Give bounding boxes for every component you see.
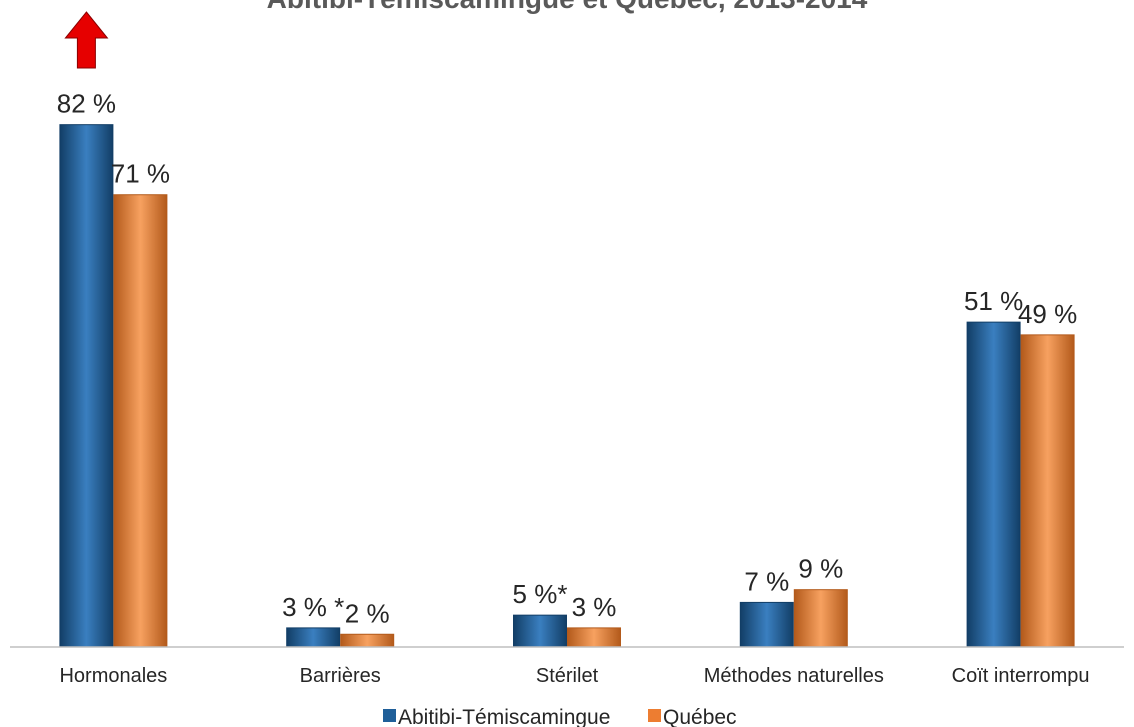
bar-quebec-hormonales	[113, 194, 168, 648]
bar-quebec-coit-interrompu	[1020, 334, 1075, 648]
legend-swatch-quebec	[648, 709, 661, 722]
bar-abitibi-temiscamingue-coit-interrompu	[966, 321, 1021, 648]
data-label-abitibi-temiscamingue-hormonales: 82 %	[57, 89, 116, 119]
data-label-quebec-hormonales: 71 %	[111, 159, 170, 189]
chart-title: Abitibi-Témiscamingue et Québec, 2013-20…	[267, 0, 868, 14]
data-label-quebec-coit-interrompu: 49 %	[1018, 299, 1077, 329]
category-label-hormonales: Hormonales	[59, 665, 167, 687]
category-label-coit-interrompu: Coït interrompu	[952, 665, 1090, 687]
bar-quebec-methodes-naturelles	[793, 589, 848, 648]
bar-abitibi-temiscamingue-hormonales	[59, 124, 114, 648]
data-label-quebec-methodes-naturelles: 9 %	[798, 554, 843, 584]
legend-label-abitibi: Abitibi-Témiscamingue	[398, 706, 610, 727]
bar-abitibi-temiscamingue-barrieres	[286, 627, 341, 648]
category-label-methodes-naturelles: Méthodes naturelles	[704, 665, 884, 687]
bar-abitibi-temiscamingue-methodes-naturelles	[739, 601, 794, 648]
bars-group	[59, 124, 1075, 648]
legend: Abitibi-Témiscamingue Québec	[383, 706, 737, 727]
data-label-abitibi-temiscamingue-methodes-naturelles: 7 %	[744, 566, 789, 596]
data-label-abitibi-temiscamingue-coit-interrompu: 51 %	[964, 286, 1023, 316]
bar-quebec-barrieres	[340, 633, 395, 648]
category-label-barrieres: Barrières	[300, 665, 381, 687]
legend-swatch-abitibi	[383, 709, 396, 722]
data-label-abitibi-temiscamingue-sterilet: 5 %*	[513, 579, 568, 609]
data-label-quebec-sterilet: 3 %	[572, 592, 617, 622]
category-label-sterilet: Stérilet	[536, 665, 599, 687]
data-label-abitibi-temiscamingue-barrieres: 3 % *	[282, 592, 344, 622]
data-label-quebec-barrieres: 2 %	[345, 598, 390, 628]
bar-quebec-sterilet	[567, 627, 621, 648]
legend-label-quebec: Québec	[663, 706, 737, 727]
up-arrow-icon	[64, 11, 109, 69]
data-labels-group: 82 % 71 % 3 % * 2 % 5 %* 3 % 7 % 9 % 51 %49 %	[57, 89, 1077, 629]
category-labels-group: Hormonales Barrières Stérilet Méthodes natu…	[59, 665, 1089, 687]
bar-abitibi-temiscamingue-sterilet	[513, 614, 567, 648]
